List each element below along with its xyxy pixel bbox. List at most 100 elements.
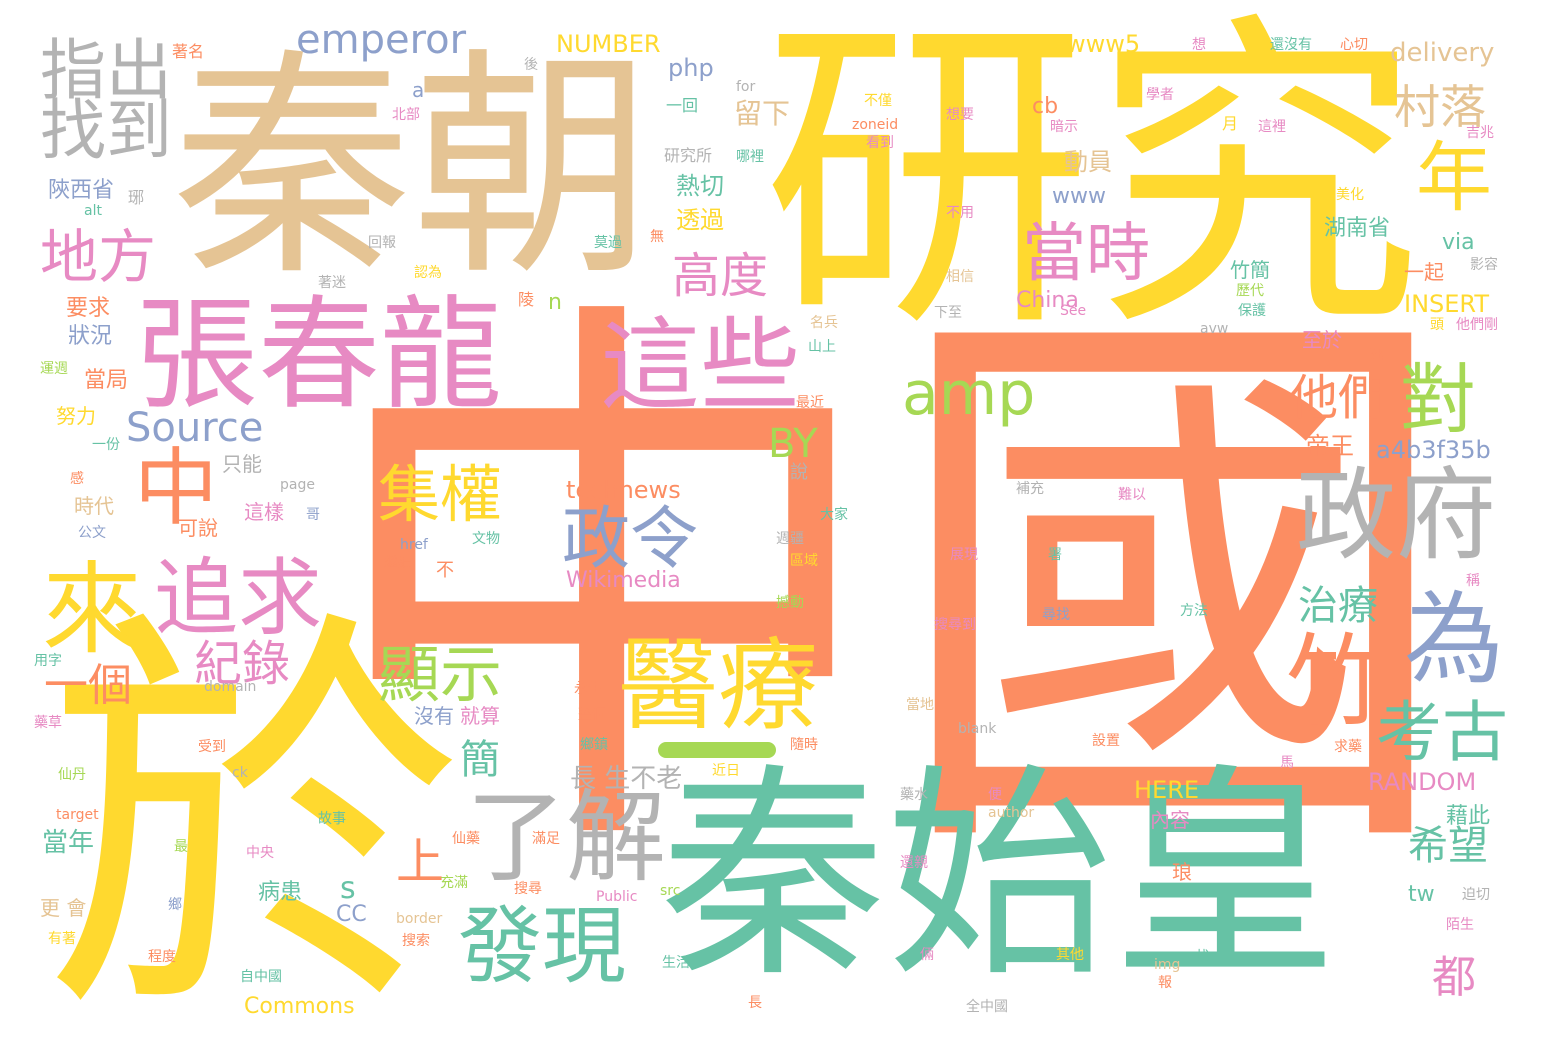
word-liuxia: 留下 bbox=[734, 97, 791, 130]
word-random: RANDOM bbox=[1368, 768, 1477, 796]
word-zui: 最 bbox=[174, 839, 188, 855]
word-zhineng: 只能 bbox=[222, 452, 262, 476]
word-sousuodao: 搜尋到 bbox=[934, 617, 976, 633]
word-china: China bbox=[1016, 288, 1079, 313]
word-haimeiyou: 還沒有 bbox=[1270, 37, 1312, 53]
word-meiyou: 沒有 bbox=[414, 704, 454, 728]
word-jilu: 紀錄 bbox=[194, 636, 291, 692]
word-tou: 頭 bbox=[1430, 317, 1444, 333]
word-diwang: 帝王 bbox=[1306, 432, 1354, 460]
word-hunan: 湖南省 bbox=[1324, 216, 1391, 241]
word-anshi: 暗示 bbox=[1050, 119, 1078, 135]
word-bian: 便 bbox=[988, 787, 1002, 803]
word-yaocao: 藥草 bbox=[34, 715, 62, 731]
word-dajia: 大家 bbox=[820, 507, 848, 523]
word-liaojie: 了解 bbox=[466, 779, 666, 896]
word-lang: 琅 bbox=[1172, 860, 1192, 884]
word-a4b3f35b: a4b3f35b bbox=[1376, 436, 1491, 464]
word-zheli: 這裡 bbox=[1258, 119, 1286, 135]
word-jinri: 近日 bbox=[712, 763, 740, 779]
word-xiwang: 希望 bbox=[1408, 823, 1488, 869]
word-ya: 琊 bbox=[128, 188, 145, 207]
word-technews: technews bbox=[566, 476, 681, 504]
word-fangfa: 方法 bbox=[1180, 603, 1208, 619]
word-here: HERE bbox=[1134, 776, 1200, 804]
word-by: BY bbox=[768, 421, 818, 467]
word-moguo: 莫過 bbox=[594, 235, 622, 251]
word-buchong: 補充 bbox=[1016, 481, 1044, 497]
word-mosheng: 陌生 bbox=[1446, 917, 1474, 933]
word-jiquan: 集權 bbox=[378, 458, 503, 531]
word-cb: cb bbox=[1032, 94, 1059, 119]
word-cunluo: 村落 bbox=[1394, 80, 1486, 134]
word-huanqin: 還親 bbox=[900, 855, 928, 871]
word-www5: www5 bbox=[1066, 30, 1141, 58]
word-shoudao: 受到 bbox=[198, 739, 226, 755]
word-jizhao: 吉兆 bbox=[1466, 125, 1494, 141]
word-gongwen: 公文 bbox=[78, 525, 106, 541]
word-ck: ck bbox=[232, 765, 248, 781]
word-source: Source bbox=[126, 405, 264, 451]
word-kandao: 看到 bbox=[866, 135, 894, 151]
word-manzu: 滿足 bbox=[532, 831, 560, 847]
word-zhanxian: 展現 bbox=[950, 547, 978, 563]
word-zhujian: 竹簡 bbox=[1230, 258, 1270, 282]
word-number: NUMBER bbox=[556, 30, 661, 58]
word-yaoshui: 藥水 bbox=[900, 787, 928, 803]
word-jixu: 繼續 bbox=[384, 555, 412, 571]
word-dangnian: 當年 bbox=[42, 828, 95, 858]
word-s: s bbox=[340, 871, 356, 906]
word-zhengge: 整個 bbox=[578, 707, 606, 723]
word-shaanxi: 陝西省 bbox=[48, 178, 115, 203]
word-xiang2: 鄉 bbox=[168, 897, 182, 913]
word-shuo: 說 bbox=[790, 462, 808, 483]
word-yiliao: 醫療 bbox=[618, 627, 818, 744]
word-gan: 感 bbox=[70, 471, 84, 487]
word-yihui: 一回 bbox=[666, 96, 699, 115]
word-nali: 哪裡 bbox=[736, 149, 764, 165]
word-dangshi: 當時 bbox=[1022, 217, 1150, 291]
word-dou: 都 bbox=[1432, 952, 1476, 1003]
word-quyu: 區域 bbox=[790, 553, 818, 569]
word-zhuiqiu: 追求 bbox=[154, 549, 323, 647]
word-zhiyu: 至於 bbox=[1302, 328, 1342, 352]
word-shang: 上 bbox=[396, 834, 445, 890]
word-dangju: 當局 bbox=[84, 368, 129, 393]
word-zhuangkuang: 狀況 bbox=[68, 324, 113, 349]
word-xiazhi: 下至 bbox=[934, 305, 962, 321]
word-xunzhao: 尋找 bbox=[1042, 607, 1070, 623]
word-meihua: 美化 bbox=[1336, 187, 1364, 203]
word-qinshihuang: 秦始皇 bbox=[660, 745, 1339, 1008]
word-xianshi: 顯示 bbox=[378, 638, 503, 711]
word-alt: alt bbox=[84, 203, 102, 219]
word-tamen: 他們 bbox=[1290, 370, 1387, 426]
word-zhongyang: 中央 bbox=[246, 845, 274, 861]
word-gushi: 故事 bbox=[318, 811, 346, 827]
word-ling: 陵 bbox=[518, 290, 535, 309]
word-bujin: 不僅 bbox=[864, 93, 892, 109]
word-zhuming: 著名 bbox=[172, 42, 205, 61]
word-zizhongguo: 自中國 bbox=[240, 969, 282, 985]
word-youzhe: 有著 bbox=[48, 931, 76, 947]
word-lai: 來 bbox=[42, 551, 142, 668]
word-buyong: 不用 bbox=[946, 205, 974, 221]
word-sousuo: 搜尋 bbox=[514, 881, 542, 897]
word-avw: avw bbox=[1200, 321, 1229, 337]
word-dui: 對 bbox=[1400, 355, 1476, 444]
word-border: border bbox=[396, 911, 443, 927]
word-cc: CC bbox=[336, 902, 367, 927]
word-n: n bbox=[548, 290, 562, 315]
word-see: See bbox=[1060, 303, 1087, 319]
word-xiangxin: 相信 bbox=[946, 269, 974, 285]
word-zhong: 中 bbox=[134, 439, 219, 537]
word-delivery: delivery bbox=[1390, 38, 1495, 68]
word-zhengfu: 政府 bbox=[1296, 457, 1496, 574]
word-renwei: 認為 bbox=[414, 265, 442, 281]
word-yige: 一個 bbox=[44, 660, 132, 711]
word-jieci: 藉此 bbox=[1446, 804, 1491, 829]
word-wu: 無 bbox=[650, 229, 664, 245]
word-zhengling: 政令 bbox=[562, 500, 699, 579]
word-ma: 馬 bbox=[1280, 755, 1294, 771]
word-tamengang: 他們剛 bbox=[1456, 317, 1498, 333]
word-neirong: 內容 bbox=[1150, 808, 1190, 832]
